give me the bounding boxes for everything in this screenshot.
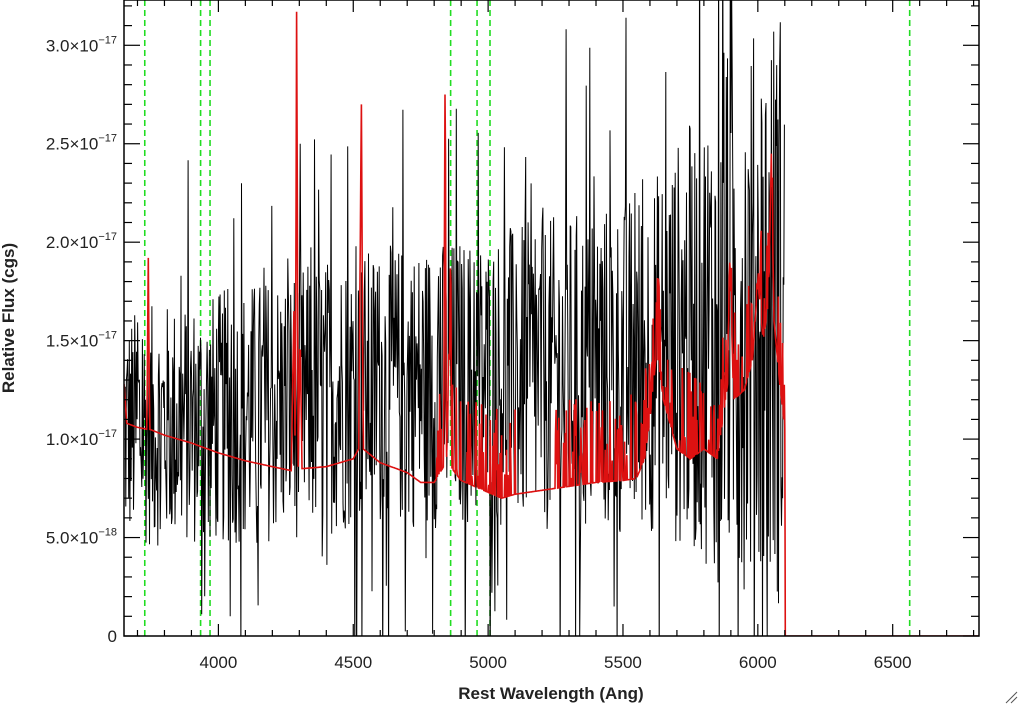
plot-frame [123, 0, 980, 637]
y-tick-label: 0 [108, 627, 117, 646]
y-tick-label: 1.0×10−17 [46, 428, 117, 449]
y-tick-label: 2.0×10−17 [46, 231, 117, 252]
y-tick-label: 2.5×10−17 [46, 133, 117, 154]
x-tick-label: 5000 [469, 653, 507, 672]
x-axis-title: Rest Wavelength (Ang) [458, 684, 643, 703]
axes-layer: 4000 4500 5000 5500 6000 6500 0 5.0×10−18 1.0×10… [46, 0, 980, 672]
x-tick-label: 4500 [334, 653, 372, 672]
resize-grip-icon[interactable] [1004, 690, 1018, 704]
series-layer [124, 0, 979, 636]
series-observed-line [124, 0, 785, 636]
y-axis-title: Relative Flux (cgs) [0, 243, 18, 393]
y-tick-label: 5.0×10−18 [46, 527, 117, 548]
x-tick-label: 5500 [604, 653, 642, 672]
x-tick-label: 6500 [874, 653, 912, 672]
y-tick-label: 1.5×10−17 [46, 330, 117, 351]
x-tick-label: 6000 [739, 653, 777, 672]
series-model-line [124, 11, 979, 636]
y-tick-label: 3.0×10−17 [46, 34, 117, 55]
x-tick-label: 4000 [199, 653, 237, 672]
